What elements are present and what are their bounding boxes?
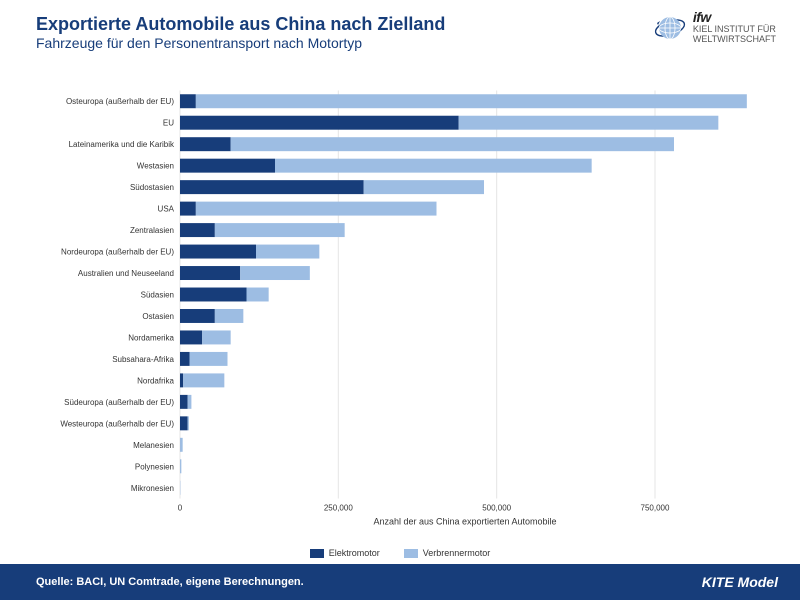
footer-bar: Quelle: BACI, UN Comtrade, eigene Berech… (0, 564, 800, 600)
category-label: Südeuropa (außerhalb der EU) (64, 398, 174, 407)
category-label: Nordamerika (128, 333, 174, 342)
category-label: Südostasien (130, 183, 174, 192)
bar-verbrenner (247, 288, 269, 302)
bar-verbrenner (196, 202, 437, 216)
bar-elektro (180, 245, 256, 259)
category-label: Ostasien (142, 312, 174, 321)
bar-elektro (180, 159, 275, 173)
svg-text:0: 0 (178, 504, 183, 513)
svg-text:Anzahl der aus China exportier: Anzahl der aus China exportierten Automo… (373, 517, 556, 527)
bar-elektro (180, 288, 247, 302)
category-label: Mikronesien (131, 484, 174, 493)
bar-elektro (180, 352, 190, 366)
bar-verbrenner (180, 438, 183, 452)
bar-verbrenner (196, 94, 747, 108)
category-label: Lateinamerika und die Karibik (69, 140, 175, 149)
logo-brand: ifw (693, 10, 776, 25)
category-label: Nordeuropa (außerhalb der EU) (61, 248, 174, 257)
bar-elektro (180, 180, 364, 194)
bar-verbrenner (180, 459, 181, 473)
bar-verbrenner (215, 223, 345, 237)
bar-verbrenner (190, 352, 228, 366)
category-label: Zentralasien (130, 226, 174, 235)
category-label: Nordafrika (137, 376, 174, 385)
chart-legend: Elektromotor Verbrennermotor (0, 548, 800, 564)
legend-swatch-elektro (310, 549, 324, 558)
bar-elektro (180, 116, 459, 130)
category-label: USA (158, 205, 175, 214)
category-label: Westasien (137, 162, 174, 171)
svg-text:500,000: 500,000 (482, 504, 511, 513)
bar-elektro (180, 373, 183, 387)
category-label: Australien und Neuseeland (78, 269, 174, 278)
logo-text: ifw KIEL INSTITUT FÜR WELTWIRTSCHAFT (693, 10, 776, 45)
bar-verbrenner (256, 245, 319, 259)
bar-elektro (180, 309, 215, 323)
legend-label-elektro: Elektromotor (329, 548, 380, 558)
bar-elektro (180, 223, 215, 237)
legend-item-verbrenner: Verbrennermotor (404, 548, 491, 558)
bar-verbrenner (215, 309, 244, 323)
category-label: EU (163, 119, 174, 128)
svg-text:750,000: 750,000 (641, 504, 670, 513)
stacked-bar-chart: 0 250,000 500,000 750,000 Anzahl der aus Chi… (30, 75, 770, 540)
org-logo: ifw KIEL INSTITUT FÜR WELTWIRTSCHAFT (653, 10, 776, 45)
source-text: Quelle: BACI, UN Comtrade, eigene Berech… (36, 576, 304, 588)
bar-verbrenner (231, 137, 674, 151)
category-label: Melanesien (133, 441, 174, 450)
globe-icon (653, 11, 687, 45)
bar-elektro (180, 416, 188, 430)
page-root: Exportierte Automobile aus China nach Zi… (0, 0, 800, 600)
category-label: Polynesien (135, 462, 174, 471)
legend-label-verbrenner: Verbrennermotor (423, 548, 491, 558)
bar-verbrenner (183, 373, 224, 387)
header: Exportierte Automobile aus China nach Zi… (0, 0, 800, 55)
logo-line2: WELTWIRTSCHAFT (693, 35, 776, 45)
bar-verbrenner (188, 395, 192, 409)
bar-verbrenner (459, 116, 719, 130)
bar-verbrenner (188, 416, 189, 430)
bar-elektro (180, 94, 196, 108)
chart-area: 0 250,000 500,000 750,000 Anzahl der aus Chi… (0, 55, 800, 548)
category-label: Südasien (141, 291, 174, 300)
category-label: Westeuropa (außerhalb der EU) (60, 419, 174, 428)
legend-item-elektro: Elektromotor (310, 548, 380, 558)
category-label: Subsahara-Afrika (112, 355, 174, 364)
svg-text:250,000: 250,000 (324, 504, 353, 513)
bar-verbrenner (364, 180, 484, 194)
bar-verbrenner (275, 159, 592, 173)
category-label: Osteuropa (außerhalb der EU) (66, 97, 174, 106)
bar-elektro (180, 266, 240, 280)
bar-elektro (180, 395, 188, 409)
model-name: KITE Model (702, 574, 778, 590)
bar-elektro (180, 330, 202, 344)
bar-verbrenner (202, 330, 231, 344)
legend-swatch-verbrenner (404, 549, 418, 558)
bar-elektro (180, 202, 196, 216)
bar-verbrenner (240, 266, 310, 280)
bar-elektro (180, 137, 231, 151)
